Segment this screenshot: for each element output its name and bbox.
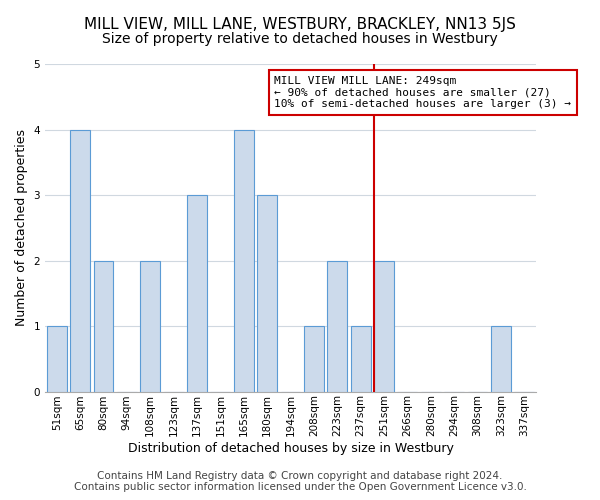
- Bar: [70, 130, 90, 392]
- Text: MILL VIEW MILL LANE: 249sqm
← 90% of detached houses are smaller (27)
10% of sem: MILL VIEW MILL LANE: 249sqm ← 90% of det…: [274, 76, 571, 109]
- Bar: [47, 326, 67, 392]
- Bar: [328, 260, 347, 392]
- Bar: [234, 130, 254, 392]
- Bar: [140, 260, 160, 392]
- Bar: [351, 326, 371, 392]
- X-axis label: Distribution of detached houses by size in Westbury: Distribution of detached houses by size …: [128, 442, 454, 455]
- Text: Size of property relative to detached houses in Westbury: Size of property relative to detached ho…: [102, 32, 498, 46]
- Bar: [187, 195, 207, 392]
- Bar: [491, 326, 511, 392]
- Text: Contains HM Land Registry data © Crown copyright and database right 2024.
Contai: Contains HM Land Registry data © Crown c…: [74, 471, 526, 492]
- Y-axis label: Number of detached properties: Number of detached properties: [15, 130, 28, 326]
- Bar: [94, 260, 113, 392]
- Text: MILL VIEW, MILL LANE, WESTBURY, BRACKLEY, NN13 5JS: MILL VIEW, MILL LANE, WESTBURY, BRACKLEY…: [84, 18, 516, 32]
- Bar: [257, 195, 277, 392]
- Bar: [304, 326, 324, 392]
- Bar: [374, 260, 394, 392]
